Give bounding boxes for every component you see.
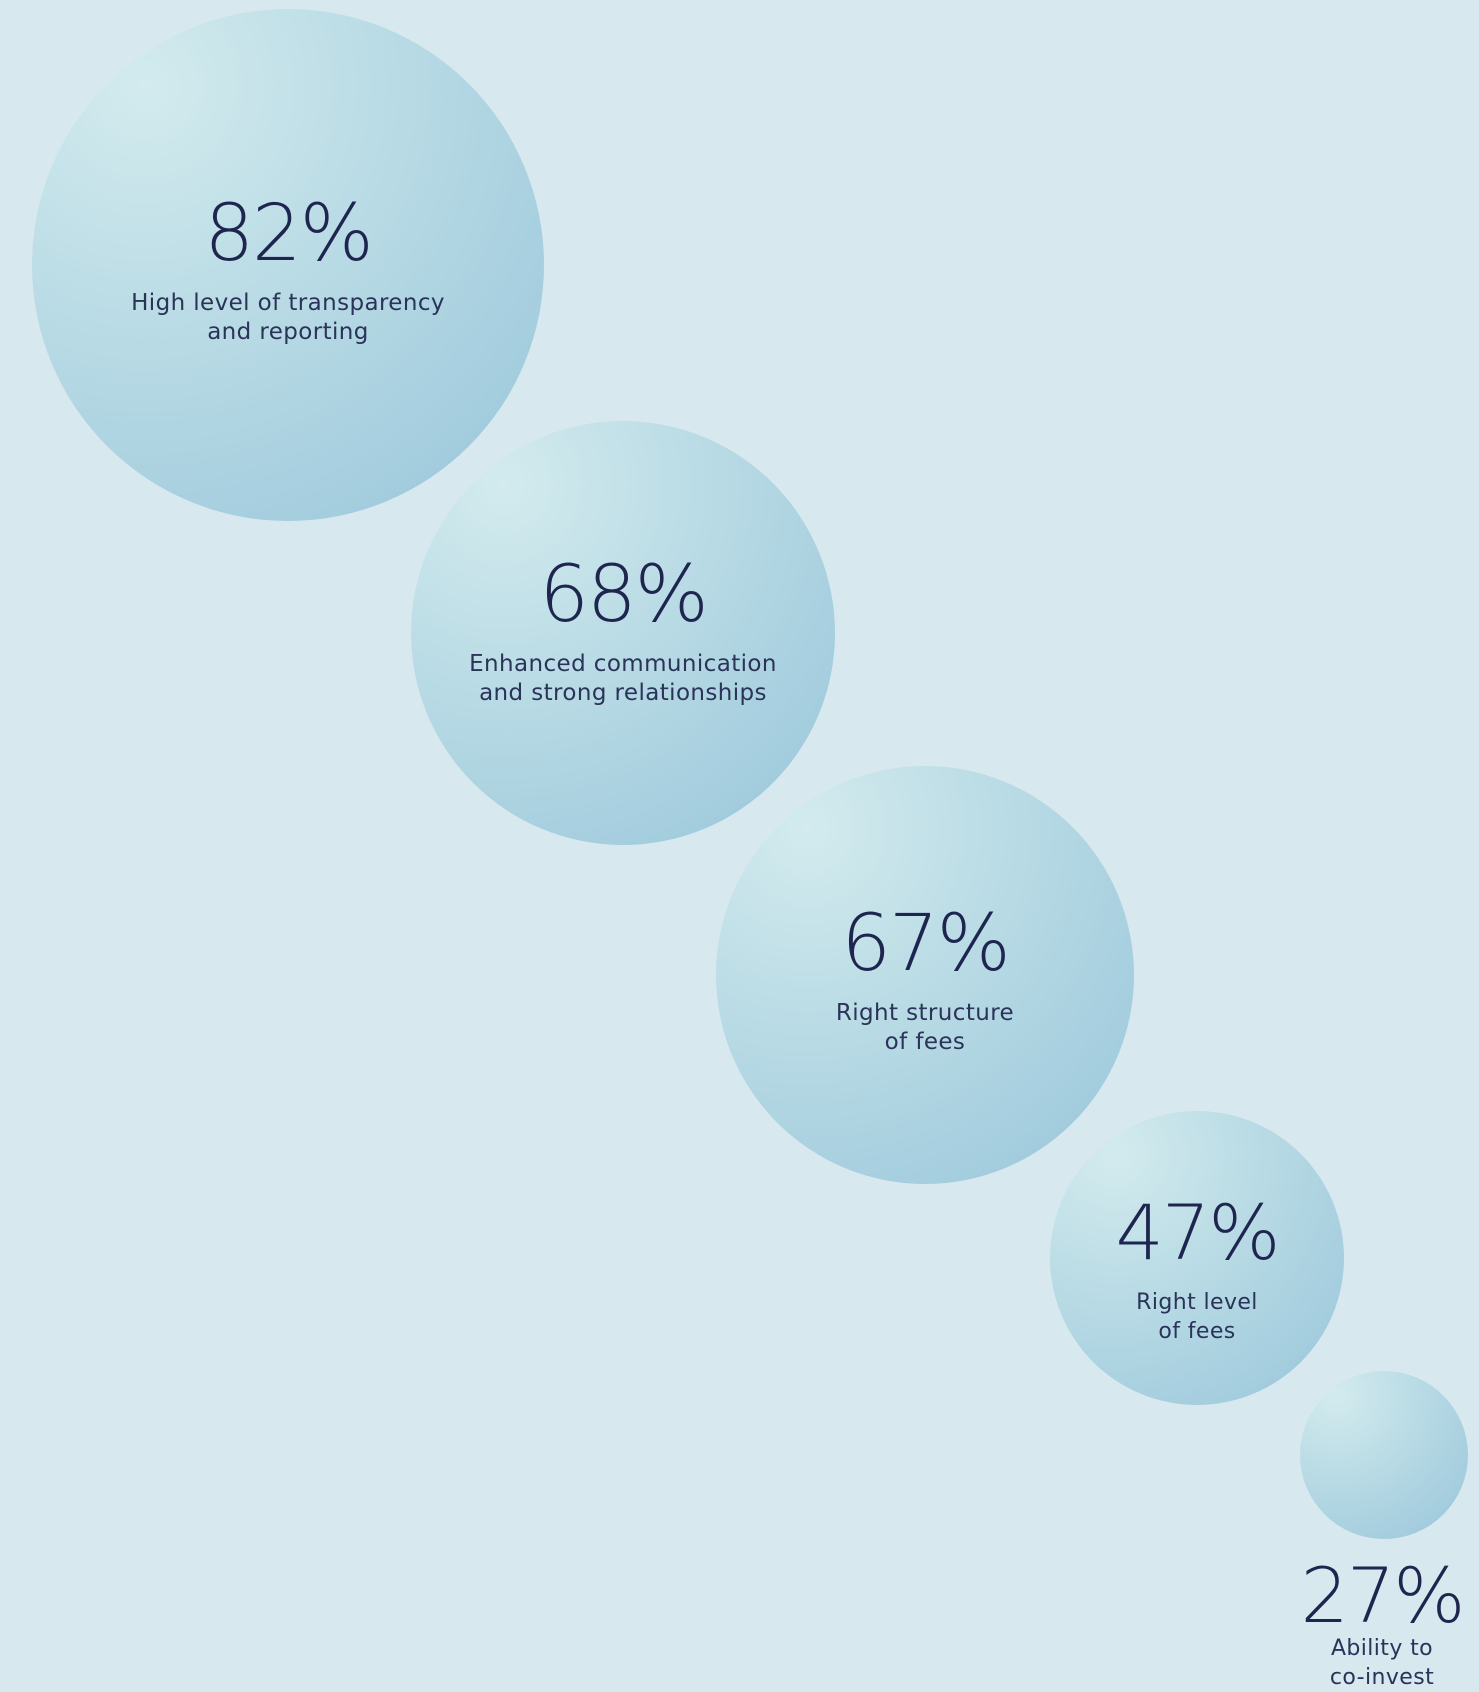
bubble-value-label: 27% <box>1300 1551 1466 1640</box>
bubble-category-label: High level of transparency and reporting <box>88 289 488 347</box>
bubble-68 <box>411 421 835 845</box>
bubble-category-label: Right structure of fees <box>725 999 1125 1057</box>
bubble-category-label-line: Ability to <box>1330 1636 1434 1661</box>
bubble-category-label: Enhanced communication and strong relatio… <box>423 650 823 708</box>
bubble-category-label-line: Right structure <box>835 1000 1015 1026</box>
bubble-value-label: 67% <box>841 899 1010 989</box>
bubble-category-label-line: High level of transparency <box>131 290 445 316</box>
bubble-category-label-line: and reporting <box>207 319 369 345</box>
bubble-category-label: Ability to co-invest <box>1182 1634 1479 1692</box>
bubble-category-label-line: of fees <box>884 1029 966 1055</box>
bubble-value-label: 47% <box>1115 1188 1281 1277</box>
bubble-category-label-line: of fees <box>1158 1319 1236 1344</box>
bubble-27 <box>1300 1371 1468 1539</box>
bubble-value-label: 82% <box>204 189 373 279</box>
bubble-category-label: Right level of fees <box>997 1288 1397 1346</box>
bubble-67 <box>716 766 1134 1184</box>
bubble-47 <box>1050 1111 1344 1405</box>
bubble-category-label-line: and strong relationships <box>479 680 767 706</box>
bubble-category-label-line: Right level <box>1136 1290 1258 1315</box>
bubble-category-label-line: co-invest <box>1329 1665 1435 1690</box>
bubble-category-label-line: Enhanced communication <box>469 651 777 677</box>
bubble-value-label: 68% <box>539 550 708 640</box>
bubble-82 <box>32 9 544 521</box>
